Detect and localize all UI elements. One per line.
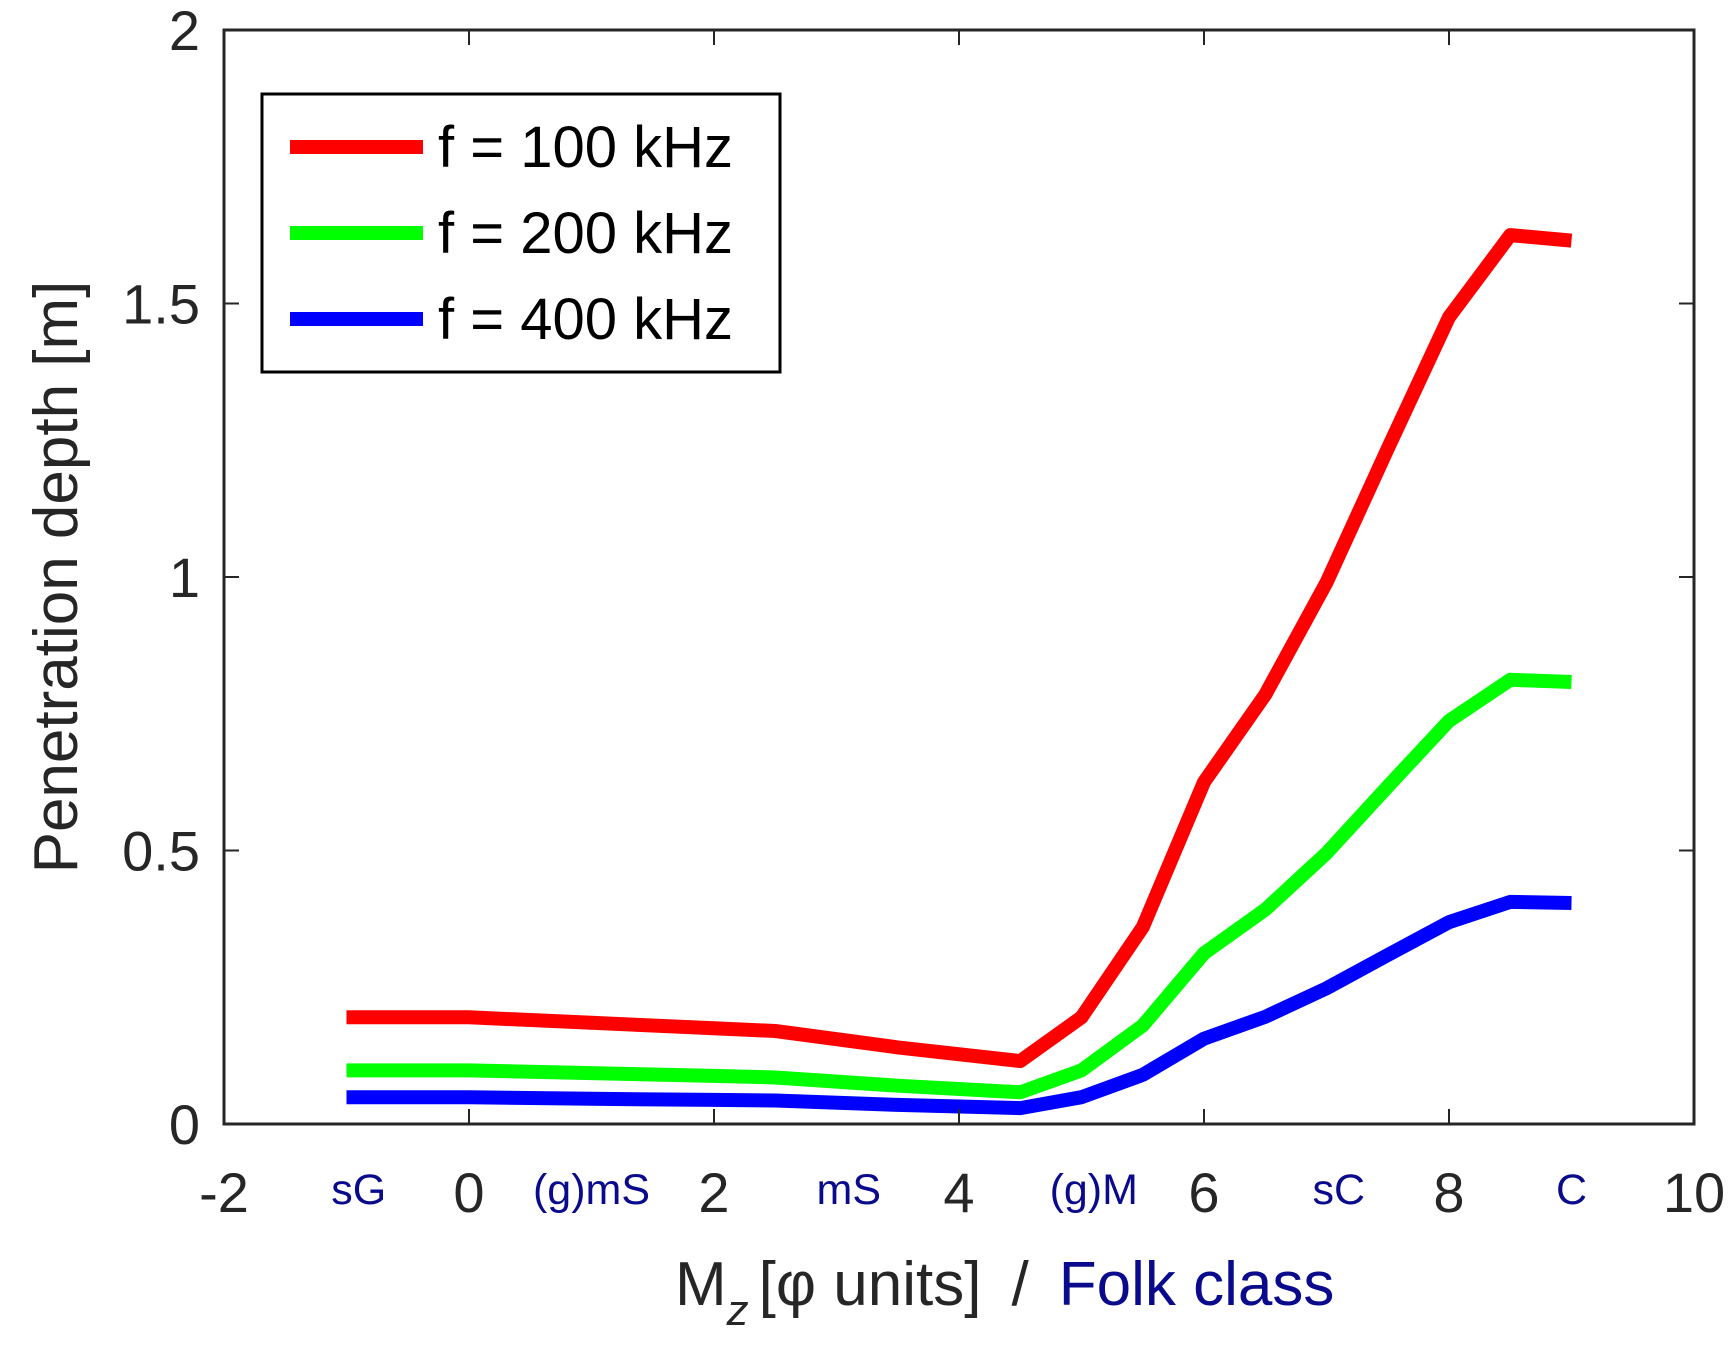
x-axis-label-units: [φ units]	[759, 1250, 982, 1319]
x-tick-label: 0	[453, 1161, 484, 1224]
folk-class-label: (g)mS	[533, 1166, 650, 1214]
x-axis-label-folk: Folk class	[1059, 1250, 1335, 1319]
x-tick-label: 4	[943, 1161, 974, 1224]
series-line-3	[346, 894, 1572, 1116]
folk-class-label: sC	[1312, 1166, 1365, 1214]
folk-class-label: mS	[817, 1166, 882, 1214]
legend-label-1: f = 100 kHz	[438, 115, 733, 180]
x-tick-label: 2	[698, 1161, 729, 1224]
y-axis-label: Penetration depth [m]	[22, 281, 91, 874]
x-axis-label: Mz [φ units] / Folk class	[675, 1250, 1334, 1335]
x-tick-label: 8	[1433, 1161, 1464, 1224]
y-tick-label: 0	[169, 1093, 200, 1156]
x-tick-label: 10	[1663, 1161, 1725, 1224]
x-tick-label: -2	[199, 1161, 249, 1224]
folk-class-label: C	[1556, 1166, 1587, 1214]
legend-label-3: f = 400 kHz	[438, 287, 733, 352]
y-tick-label: 0.5	[122, 820, 200, 883]
x-axis-label-symbol: M	[675, 1250, 727, 1319]
x-axis-label-subscript: z	[726, 1286, 749, 1335]
x-axis-label-separator: /	[1012, 1250, 1030, 1319]
series-line-2	[346, 672, 1572, 1100]
legend-label-2: f = 200 kHz	[438, 201, 733, 266]
y-tick-label: 2	[169, 0, 200, 62]
series-line-1	[346, 228, 1573, 1069]
folk-class-label: sG	[331, 1166, 386, 1214]
x-tick-label: 6	[1188, 1161, 1219, 1224]
y-tick-label: 1	[169, 546, 200, 609]
folk-class-label: (g)M	[1050, 1166, 1138, 1214]
y-tick-label: 1.5	[122, 273, 200, 336]
